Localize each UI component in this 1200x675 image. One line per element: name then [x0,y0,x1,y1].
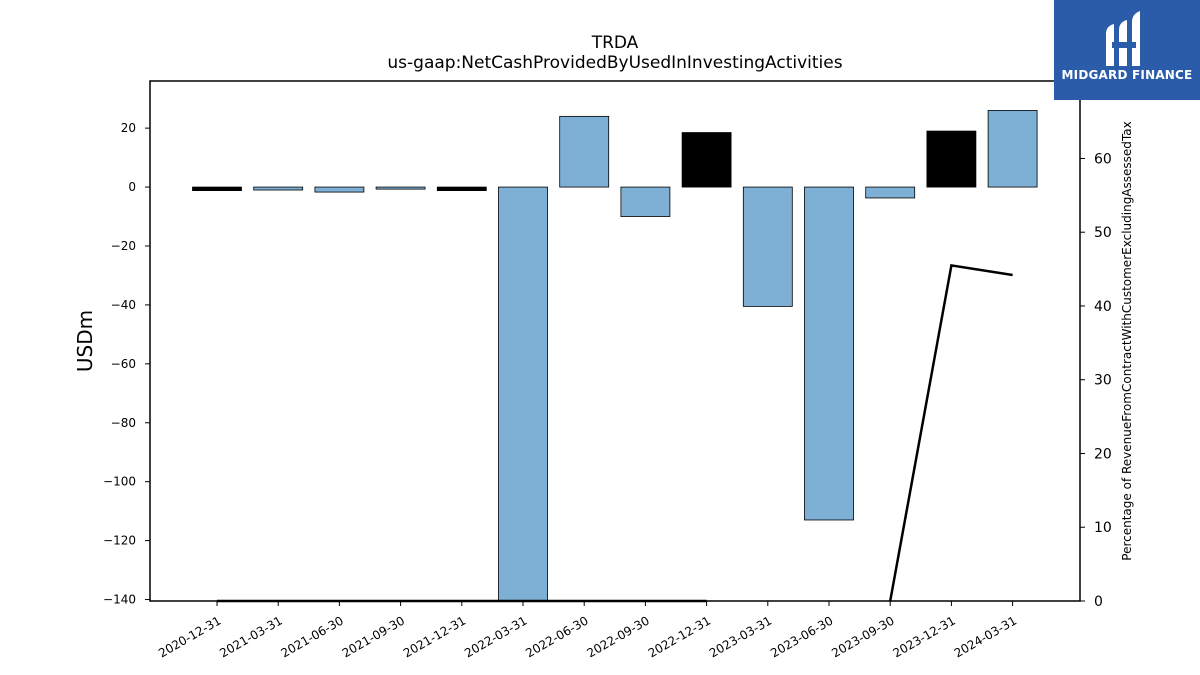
y2-tick-label: 40 [1094,299,1112,315]
y2-tick-label: 10 [1094,520,1112,536]
bar-2021-06-30 [314,186,365,193]
bar-2021-12-31 [436,186,487,191]
y2-tick-label: 20 [1094,446,1112,462]
y-tick-label: 20 [121,121,136,135]
x-tick-label: 2021-06-30 [278,613,345,660]
brand-name: MIDGARD FINANCE [1061,68,1193,82]
y2-tick-label: 60 [1094,151,1112,167]
x-tick-label: 2023-12-31 [890,613,957,660]
y-tick-label: 0 [128,180,136,194]
y-tick-label: −140 [103,593,136,607]
x-tick-label: 2022-12-31 [646,613,713,660]
bar-2023-09-30 [865,186,916,199]
y2-axis: 010203040506070 [1080,78,1112,610]
x-tick-label: 2022-09-30 [584,613,651,660]
bar-2020-12-31 [192,186,242,191]
x-tick-label: 2020-12-31 [156,613,223,660]
midgard-mark-icon [1106,11,1140,66]
line-segment-2 [888,263,1013,602]
x-tick-label: 2022-03-31 [462,613,529,660]
y-tick-label: −80 [111,416,136,430]
midgard-finance-logo: MIDGARD FINANCE [1054,0,1200,100]
x-tick-label: 2022-06-30 [523,613,590,660]
x-tick-label: 2021-09-30 [340,613,407,660]
y2-tick-label: 50 [1094,225,1112,241]
bar-2021-09-30 [375,186,426,190]
bar-2021-03-31 [253,186,304,191]
bar-2022-09-30 [620,186,671,217]
x-tick-label: 2023-06-30 [768,613,835,660]
y-axis-label: USDm [73,310,97,372]
x-tick-label: 2021-03-31 [217,613,284,660]
x-tick-label: 2024-03-31 [952,613,1019,660]
plot-frame [149,80,1081,602]
y-tick-label: −120 [103,534,136,548]
y-tick-label: −20 [111,239,136,253]
line-series [217,263,1013,603]
bar-2022-06-30 [559,115,610,188]
y-axis: 20 0 −20 −40 −60 −80 −100 −120 −140 [103,121,150,607]
y2-tick-label: 0 [1094,594,1103,610]
bars [192,110,1038,602]
y-tick-label: −60 [111,357,136,371]
x-tick-label: 2023-03-31 [707,613,774,660]
x-axis: 2020-12-312021-03-312021-06-302021-09-30… [156,601,1019,660]
bar-2023-03-31 [742,186,793,307]
chart-subtitle: us-gaap:NetCashProvidedByUsedInInvesting… [387,53,842,73]
bar-2022-12-31 [681,132,732,188]
chart-title: TRDA [591,33,639,53]
y2-tick-label: 30 [1094,373,1112,389]
bar-2023-06-30 [804,186,854,521]
x-tick-label: 2023-09-30 [829,613,896,660]
y-tick-label: −40 [111,298,136,312]
bar-2022-03-31 [498,186,548,602]
bar-2023-12-31 [926,130,977,188]
bar-2024-03-31 [987,110,1038,188]
y-tick-label: −100 [103,475,136,489]
y2-axis-label: Percentage of RevenueFromContractWithCus… [1120,121,1134,560]
x-tick-label: 2021-12-31 [401,613,468,660]
